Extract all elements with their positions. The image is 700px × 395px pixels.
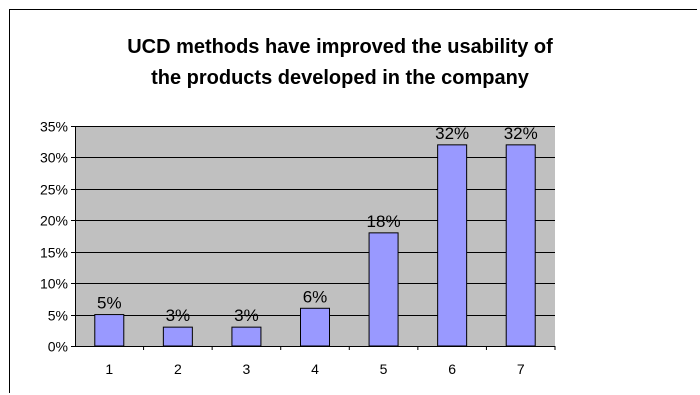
x-tick-label-6: 6	[448, 361, 456, 377]
y-tick-label-5: 25%	[40, 182, 68, 198]
chart-frame	[9, 9, 697, 393]
x-tick-label-7: 7	[517, 361, 525, 377]
y-tick-label-7: 35%	[40, 119, 68, 135]
chart-title-line-2: the products developed in the company	[151, 67, 529, 89]
bar-4	[300, 307, 330, 347]
data-label-3: 3%	[234, 306, 259, 325]
x-tick-label-3: 3	[243, 361, 251, 377]
x-tick-label-4: 4	[311, 361, 319, 377]
bar-2	[162, 326, 193, 347]
data-label-6: 32%	[435, 124, 469, 143]
chart-title: UCD methods have improved the usability …	[60, 32, 620, 94]
data-label-1: 5%	[97, 294, 122, 313]
data-label-2: 3%	[166, 306, 191, 325]
x-tick-label-2: 2	[174, 361, 182, 377]
bar-7	[505, 144, 536, 347]
y-tick-label-2: 10%	[40, 276, 68, 292]
data-label-4: 6%	[303, 287, 328, 306]
bar-6	[437, 144, 468, 347]
y-tick-label-3: 15%	[40, 245, 68, 261]
chart-title-line-1: UCD methods have improved the usability …	[127, 36, 553, 58]
y-tick-label-4: 20%	[40, 213, 68, 229]
x-tick-label-5: 5	[380, 361, 388, 377]
y-tick-label-6: 30%	[40, 150, 68, 166]
x-tick-label-1: 1	[105, 361, 113, 377]
data-label-7: 32%	[504, 124, 538, 143]
bar-3	[231, 326, 262, 347]
y-tick-label-1: 5%	[48, 308, 68, 324]
data-label-5: 18%	[367, 212, 401, 231]
bar-5	[368, 232, 399, 347]
y-tick-label-0: 0%	[48, 339, 68, 355]
bar-1	[94, 314, 125, 347]
